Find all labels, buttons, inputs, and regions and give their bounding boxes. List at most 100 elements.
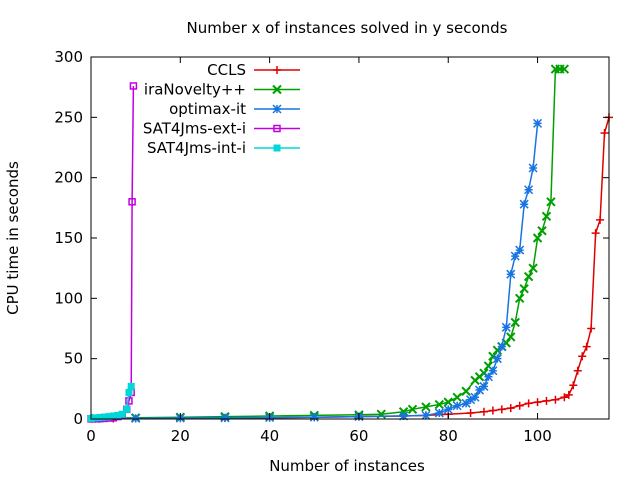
legend-label: CCLS xyxy=(207,61,246,79)
data-point xyxy=(578,352,587,361)
data-point xyxy=(600,129,609,138)
data-point xyxy=(528,163,538,173)
series-line xyxy=(95,123,539,420)
data-point xyxy=(466,395,476,405)
data-point xyxy=(533,398,542,407)
data-point xyxy=(127,382,135,390)
data-point xyxy=(483,372,493,382)
data-point xyxy=(506,404,515,413)
y-tick-label: 50 xyxy=(64,350,83,368)
data-point xyxy=(461,386,471,396)
data-point xyxy=(131,413,141,423)
data-point xyxy=(434,408,444,418)
data-point xyxy=(564,390,573,399)
data-point xyxy=(519,283,529,294)
y-tick-label: 100 xyxy=(54,289,83,307)
legend-item: optimax-it xyxy=(169,100,300,118)
data-point xyxy=(533,118,543,128)
legend-label: SAT4Jms-ext-i xyxy=(143,120,246,138)
data-point xyxy=(96,413,104,421)
data-point xyxy=(587,324,596,333)
x-tick-label: 0 xyxy=(86,427,96,445)
legend-label: optimax-it xyxy=(169,100,246,118)
data-point xyxy=(398,407,409,417)
data-point xyxy=(488,366,498,376)
data-point xyxy=(515,401,524,410)
data-point xyxy=(421,410,431,420)
data-point xyxy=(560,393,569,402)
data-point xyxy=(519,199,529,209)
data-point xyxy=(582,342,591,351)
series-sat4jms-ext-i xyxy=(87,82,138,423)
data-point xyxy=(434,399,445,410)
axis-ticks: 0 20 40 60 80 100 0 50 100 150 200 250 300 xyxy=(54,48,609,445)
data-point xyxy=(541,211,552,221)
x-tick-label: 80 xyxy=(439,427,458,445)
data-point xyxy=(452,401,462,411)
x-tick-label: 60 xyxy=(349,427,368,445)
y-axis-label: CPU time in seconds xyxy=(4,161,22,315)
y-tick-label: 250 xyxy=(54,108,83,126)
data-point xyxy=(515,245,525,255)
series-line xyxy=(90,85,135,420)
data-point xyxy=(128,198,136,206)
data-point xyxy=(125,388,133,396)
data-point xyxy=(532,233,543,243)
legend-marker xyxy=(272,84,282,95)
data-point xyxy=(105,413,113,421)
x-tick-label: 20 xyxy=(171,427,190,445)
data-point xyxy=(573,366,582,375)
legend-label: SAT4Jms-int-i xyxy=(147,139,246,157)
data-point xyxy=(497,405,506,414)
data-point xyxy=(546,197,556,207)
data-point xyxy=(461,398,471,408)
x-axis-label: Number of instances xyxy=(269,457,425,475)
data-point xyxy=(551,395,560,404)
data-point xyxy=(123,405,131,413)
legend-item: CCLS xyxy=(207,61,300,79)
data-point xyxy=(129,82,138,90)
data-point xyxy=(91,414,99,422)
data-point xyxy=(524,185,534,195)
data-point xyxy=(474,385,485,395)
data-point xyxy=(506,332,516,342)
data-point xyxy=(569,381,578,390)
legend-item: SAT4Jms-int-i xyxy=(147,139,300,157)
legend-marker xyxy=(273,66,281,74)
data-point xyxy=(510,317,520,328)
data-point xyxy=(528,263,538,273)
data-point xyxy=(443,404,453,414)
data-point xyxy=(220,413,230,423)
data-point xyxy=(452,392,462,402)
data-point xyxy=(421,402,431,412)
legend: CCLS iraNovelty++optimax-it SAT4Jms-ext-iS… xyxy=(143,61,300,157)
data-point xyxy=(118,410,126,418)
data-point xyxy=(523,271,534,282)
legend-marker xyxy=(272,104,282,114)
y-tick-label: 200 xyxy=(54,169,83,187)
data-point xyxy=(492,354,502,364)
data-point xyxy=(542,396,551,405)
legend-marker xyxy=(273,144,281,152)
data-point xyxy=(443,397,453,407)
legend-label: iraNovelty++ xyxy=(144,81,246,99)
legend-item: SAT4Jms-ext-i xyxy=(143,120,300,138)
data-point xyxy=(510,251,520,261)
data-point xyxy=(524,399,533,408)
data-point xyxy=(100,413,108,421)
data-point xyxy=(109,412,117,420)
legend-item: iraNovelty++ xyxy=(144,81,300,99)
x-tick-label: 40 xyxy=(260,427,279,445)
chart-title: Number x of instances solved in y second… xyxy=(187,19,508,37)
data-point xyxy=(399,411,409,421)
data-point xyxy=(506,269,516,279)
data-point xyxy=(596,215,605,224)
data-point xyxy=(501,322,511,332)
series-optimax-it xyxy=(90,118,543,424)
y-tick-label: 300 xyxy=(54,48,83,66)
legend-marker xyxy=(273,124,281,133)
data-point xyxy=(466,408,475,417)
y-tick-label: 150 xyxy=(54,229,83,247)
data-point xyxy=(497,342,507,352)
